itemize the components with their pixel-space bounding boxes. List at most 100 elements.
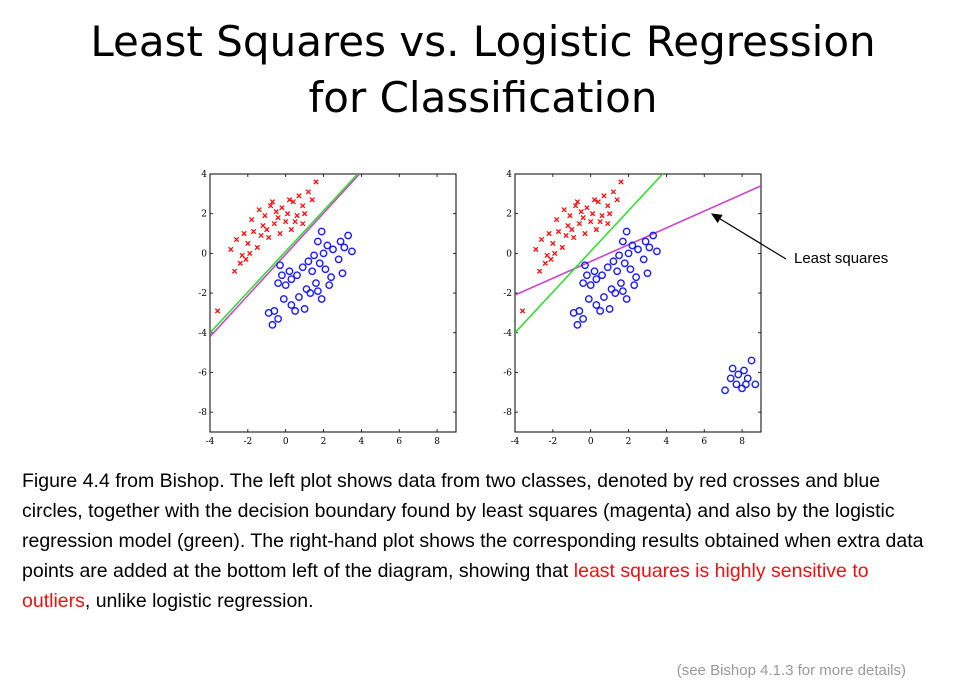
red-cross-point — [294, 213, 300, 219]
red-cross-point — [284, 211, 291, 217]
title-line-2: for Classification — [308, 73, 658, 122]
red-cross-point — [264, 226, 270, 233]
least-squares-callout: Least squares — [794, 250, 889, 267]
x-tick-label: -2 — [548, 437, 557, 446]
red-cross-point — [262, 213, 268, 219]
red-cross-point — [584, 205, 590, 211]
blue-circle-point — [641, 237, 650, 246]
blue-circle-point — [740, 366, 748, 375]
x-tick-label: 4 — [359, 437, 365, 446]
red-cross-point — [248, 216, 255, 223]
y-tick-label: -4 — [503, 329, 512, 339]
y-tick-label: 4 — [201, 170, 207, 180]
blue-circle-point — [340, 243, 349, 252]
blue-circle-point — [298, 263, 307, 272]
title-line-1: Least Squares vs. Logistic Regression — [90, 17, 876, 66]
plot-frame — [209, 173, 457, 433]
blue-circle-point — [306, 289, 315, 297]
red-cross-point — [300, 203, 306, 209]
red-cross-point — [548, 256, 554, 262]
blue-circle-point — [329, 245, 337, 254]
blue-circle-point — [741, 380, 750, 389]
blue-circle-point — [628, 241, 637, 250]
blue-circle-point — [312, 279, 320, 288]
blue-circle-point — [579, 314, 588, 323]
blue-circle-point — [586, 281, 595, 290]
caption-highlight: least squares is highly sensitive to out… — [22, 560, 869, 612]
blue-circle-point — [315, 259, 324, 268]
red-cross-point — [519, 308, 526, 314]
red-cross-point — [565, 222, 571, 229]
red-cross-point — [599, 213, 605, 219]
red-cross-point — [559, 244, 565, 251]
blue-circle-point — [622, 227, 631, 236]
blue-circle-point — [304, 257, 313, 266]
red-cross-point — [605, 203, 611, 209]
red-cross-point — [597, 218, 603, 225]
y-tick-label: 2 — [201, 210, 207, 220]
blue-circle-point — [632, 273, 641, 282]
blue-circle-point — [583, 271, 591, 280]
red-cross-point — [275, 215, 281, 221]
red-cross-point — [574, 199, 581, 205]
blue-circle-point — [751, 380, 760, 389]
blue-circle-point — [274, 314, 283, 323]
blue-circle-point — [611, 289, 620, 297]
red-cross-point — [239, 252, 245, 259]
red-cross-point — [542, 260, 548, 266]
red-cross-point — [233, 236, 240, 243]
blue-circle-point — [281, 281, 290, 290]
blue-circle-point — [624, 249, 633, 258]
blue-circle-point — [264, 309, 273, 317]
red-cross-point — [260, 222, 266, 229]
blue-circle-point — [605, 305, 614, 313]
blue-circle-point — [581, 261, 589, 270]
red-cross-point — [536, 268, 543, 274]
blue-circle-point — [747, 356, 756, 365]
blue-circle-point — [308, 267, 317, 276]
red-cross-point — [283, 218, 289, 225]
red-cross-point — [228, 246, 234, 253]
blue-circle-point — [334, 255, 343, 264]
blue-circle-point — [639, 255, 648, 264]
red-cross-point — [301, 211, 308, 217]
caption-text-1: Figure 4.4 from Bishop. The left plot sh… — [22, 470, 924, 582]
x-tick-label: 0 — [283, 437, 289, 446]
x-tick-label: 4 — [664, 437, 670, 446]
red-cross-point — [591, 197, 598, 203]
x-tick-label: -2 — [243, 437, 252, 446]
blue-circle-point — [317, 295, 326, 303]
red-cross-point — [288, 226, 295, 233]
red-cross-point — [245, 240, 251, 247]
red-cross-point — [258, 232, 264, 239]
red-cross-point — [305, 189, 312, 195]
red-cross-point — [550, 240, 556, 247]
red-cross-point — [231, 268, 238, 274]
x-tick-label: 6 — [701, 437, 707, 446]
y-tick-label: -2 — [198, 289, 207, 299]
red-cross-point — [254, 244, 260, 251]
red-cross-point — [544, 252, 550, 259]
blue-circle-point — [603, 263, 612, 272]
red-cross-point — [309, 197, 315, 203]
blue-circle-point — [653, 247, 661, 256]
red-cross-point — [614, 197, 620, 203]
red-cross-point — [582, 230, 588, 237]
red-cross-point — [588, 218, 594, 225]
red-cross-point — [292, 218, 298, 225]
blue-circle-point — [626, 265, 635, 274]
blue-circle-point — [598, 271, 606, 280]
blue-circle-point — [622, 295, 631, 303]
blue-circle-point — [323, 241, 332, 250]
red-cross-point — [243, 256, 249, 262]
y-tick-label: 2 — [506, 210, 512, 220]
red-cross-point — [546, 230, 552, 237]
blue-circle-point — [726, 374, 735, 383]
red-cross-point — [300, 220, 306, 227]
blue-circle-point — [300, 305, 309, 313]
blue-circle-point — [274, 279, 283, 288]
blue-circle-point — [592, 301, 601, 309]
blue-circle-point — [596, 307, 605, 315]
y-tick-label: -8 — [198, 408, 207, 418]
blue-circle-point — [617, 279, 625, 288]
